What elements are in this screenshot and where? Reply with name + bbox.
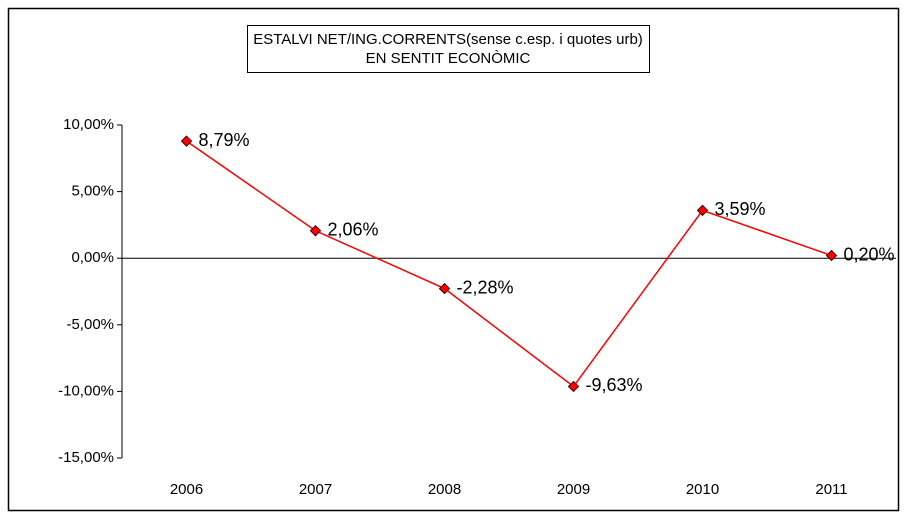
x-tick-label: 2006 (170, 481, 203, 498)
data-label: 8,79% (199, 130, 250, 150)
x-tick-label: 2008 (428, 481, 461, 498)
chart-title: EN SENTIT ECONÒMIC (366, 50, 531, 67)
y-tick-label: -5,00% (66, 316, 114, 333)
marker (567, 380, 580, 393)
marker (438, 282, 451, 295)
chart-title: ESTALVI NET/ING.CORRENTS(sense c.esp. i … (253, 31, 643, 48)
data-label: -2,28% (457, 277, 514, 297)
y-tick-label: 10,00% (63, 116, 114, 133)
title-box (247, 25, 650, 73)
marker (309, 225, 322, 237)
data-label: 3,59% (715, 199, 766, 219)
data-label: 0,20% (844, 244, 895, 264)
y-tick-label: -15,00% (58, 449, 114, 466)
x-tick-label: 2011 (815, 481, 847, 498)
data-label: 2,06% (328, 220, 379, 240)
data-label: -9,63% (586, 375, 643, 395)
x-tick-label: 2010 (686, 481, 719, 498)
line (186, 140, 832, 388)
y-tick-label: -10,00% (58, 382, 114, 399)
marker (696, 204, 709, 217)
marker (180, 135, 193, 147)
y-tick-label: 0,00% (71, 249, 114, 266)
x-tick-label: 2007 (299, 481, 332, 498)
y-tick-label: 5,00% (71, 183, 114, 200)
marker (825, 249, 838, 262)
chart-border (7, 7, 900, 512)
x-tick-label: 2009 (557, 481, 590, 498)
